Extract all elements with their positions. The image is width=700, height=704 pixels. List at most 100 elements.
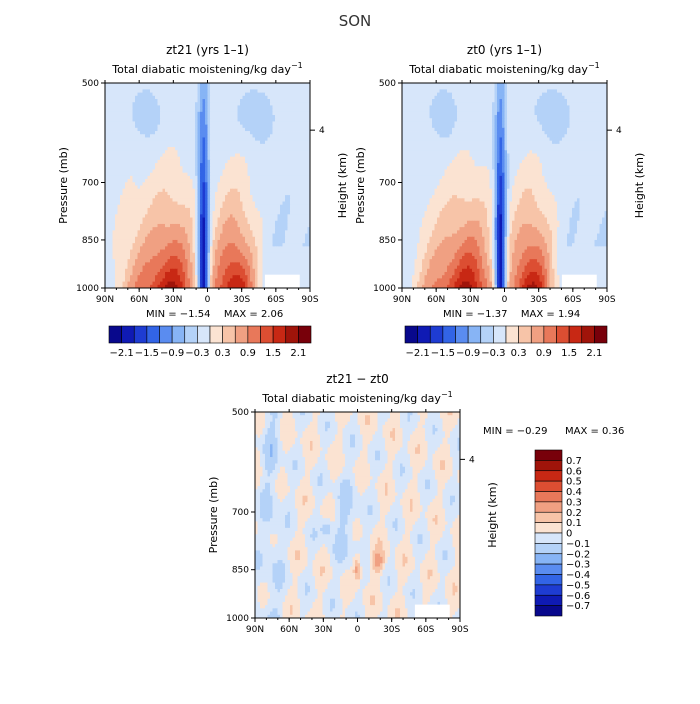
heatmap-cell — [167, 191, 171, 196]
heatmap-cell — [177, 188, 181, 193]
heatmap-cell — [262, 124, 266, 129]
heatmap-cell — [202, 239, 206, 244]
heatmap-cell — [237, 150, 241, 154]
heatmap-cell — [242, 99, 246, 103]
heatmap-cell — [272, 99, 276, 103]
heatmap-cell — [152, 191, 156, 196]
heatmap-cell — [232, 86, 236, 90]
heatmap-cell — [125, 246, 128, 250]
heatmap-cell — [182, 118, 186, 122]
heatmap-cell — [252, 230, 256, 234]
heatmap-cell — [205, 198, 208, 202]
heatmap-cell — [267, 207, 271, 212]
heatmap-cell — [167, 233, 171, 238]
heatmap-cell — [225, 179, 228, 183]
heatmap-cell — [160, 191, 163, 196]
heatmap-cell — [105, 195, 108, 199]
heatmap-cell — [185, 92, 188, 97]
heatmap-cell — [252, 137, 256, 142]
heatmap-cell — [300, 239, 303, 244]
heatmap-cell — [135, 108, 138, 113]
heatmap-cell — [135, 159, 138, 164]
heatmap-cell — [107, 265, 111, 270]
heatmap-cell — [112, 223, 116, 228]
heatmap-cell — [252, 169, 256, 174]
heatmap-cell — [215, 211, 218, 215]
heatmap-cell — [232, 214, 236, 218]
heatmap-cell — [270, 166, 273, 170]
heatmap-cell — [130, 127, 133, 132]
heatmap-cell — [245, 223, 248, 228]
heatmap-cell — [132, 236, 136, 241]
heatmap-cell — [132, 246, 136, 250]
heatmap-cell — [305, 271, 308, 276]
heatmap-cell — [267, 102, 271, 106]
heatmap-cell — [302, 153, 306, 158]
heatmap-cell — [152, 207, 156, 212]
heatmap-cell — [132, 214, 136, 218]
heatmap-cell — [130, 102, 133, 106]
heatmap-cell — [292, 185, 296, 190]
heatmap-cell — [157, 230, 161, 234]
heatmap-cell — [135, 265, 138, 270]
heatmap-cell — [212, 275, 216, 279]
heatmap-cell — [160, 201, 163, 206]
heatmap-cell — [207, 134, 211, 138]
heatmap-cell — [275, 131, 278, 135]
heatmap-cell — [222, 239, 226, 244]
heatmap-cell — [230, 246, 233, 250]
heatmap-cell — [190, 108, 193, 113]
heatmap-cell — [270, 185, 273, 190]
heatmap-cell — [147, 214, 151, 218]
heatmap-cell — [260, 211, 263, 215]
heatmap-cell — [280, 159, 283, 164]
heatmap-cell — [190, 172, 193, 177]
heatmap-cell — [210, 150, 213, 154]
heatmap-cell — [235, 195, 238, 199]
heatmap-cell — [267, 156, 271, 161]
heatmap-cell — [125, 127, 128, 132]
heatmap-cell — [227, 191, 231, 196]
heatmap-cell — [270, 246, 273, 250]
heatmap-cell — [297, 185, 301, 190]
heatmap-cell — [217, 83, 221, 87]
heatmap-cell — [190, 115, 193, 119]
heatmap-cell — [265, 236, 268, 241]
heatmap-cell — [205, 255, 208, 260]
heatmap-cell — [285, 207, 288, 212]
heatmap-cell — [255, 223, 258, 228]
heatmap-cell — [230, 252, 233, 257]
heatmap-cell — [160, 185, 163, 190]
heatmap-cell — [172, 121, 176, 126]
heatmap-cell — [172, 86, 176, 90]
heatmap-cell — [290, 147, 293, 151]
heatmap-cell — [130, 230, 133, 234]
heatmap-cell — [287, 191, 291, 196]
heatmap-cell — [250, 102, 253, 106]
heatmap-cell — [227, 131, 231, 135]
heatmap-cell — [127, 118, 131, 122]
heatmap-cell — [280, 233, 283, 238]
heatmap-cell — [215, 191, 218, 196]
heatmap-cell — [237, 198, 241, 202]
heatmap-cell — [205, 111, 208, 116]
heatmap-cell — [190, 268, 193, 273]
heatmap-cell — [255, 83, 258, 87]
heatmap-cell — [295, 252, 298, 257]
heatmap-cell — [202, 201, 206, 206]
heatmap-cell — [105, 239, 108, 244]
heatmap-cell — [255, 150, 258, 154]
heatmap-cell — [115, 131, 118, 135]
heatmap-cell — [172, 95, 176, 100]
heatmap-cell — [255, 86, 258, 90]
heatmap-cell — [197, 153, 201, 158]
heatmap-cell — [185, 108, 188, 113]
heatmap-cell — [140, 102, 143, 106]
heatmap-cell — [172, 143, 176, 148]
heatmap-cell — [295, 230, 298, 234]
heatmap-cell — [190, 191, 193, 196]
heatmap-cell — [185, 243, 188, 247]
heatmap-cell — [285, 179, 288, 183]
heatmap-cell — [197, 159, 201, 164]
heatmap-cell — [215, 89, 218, 94]
